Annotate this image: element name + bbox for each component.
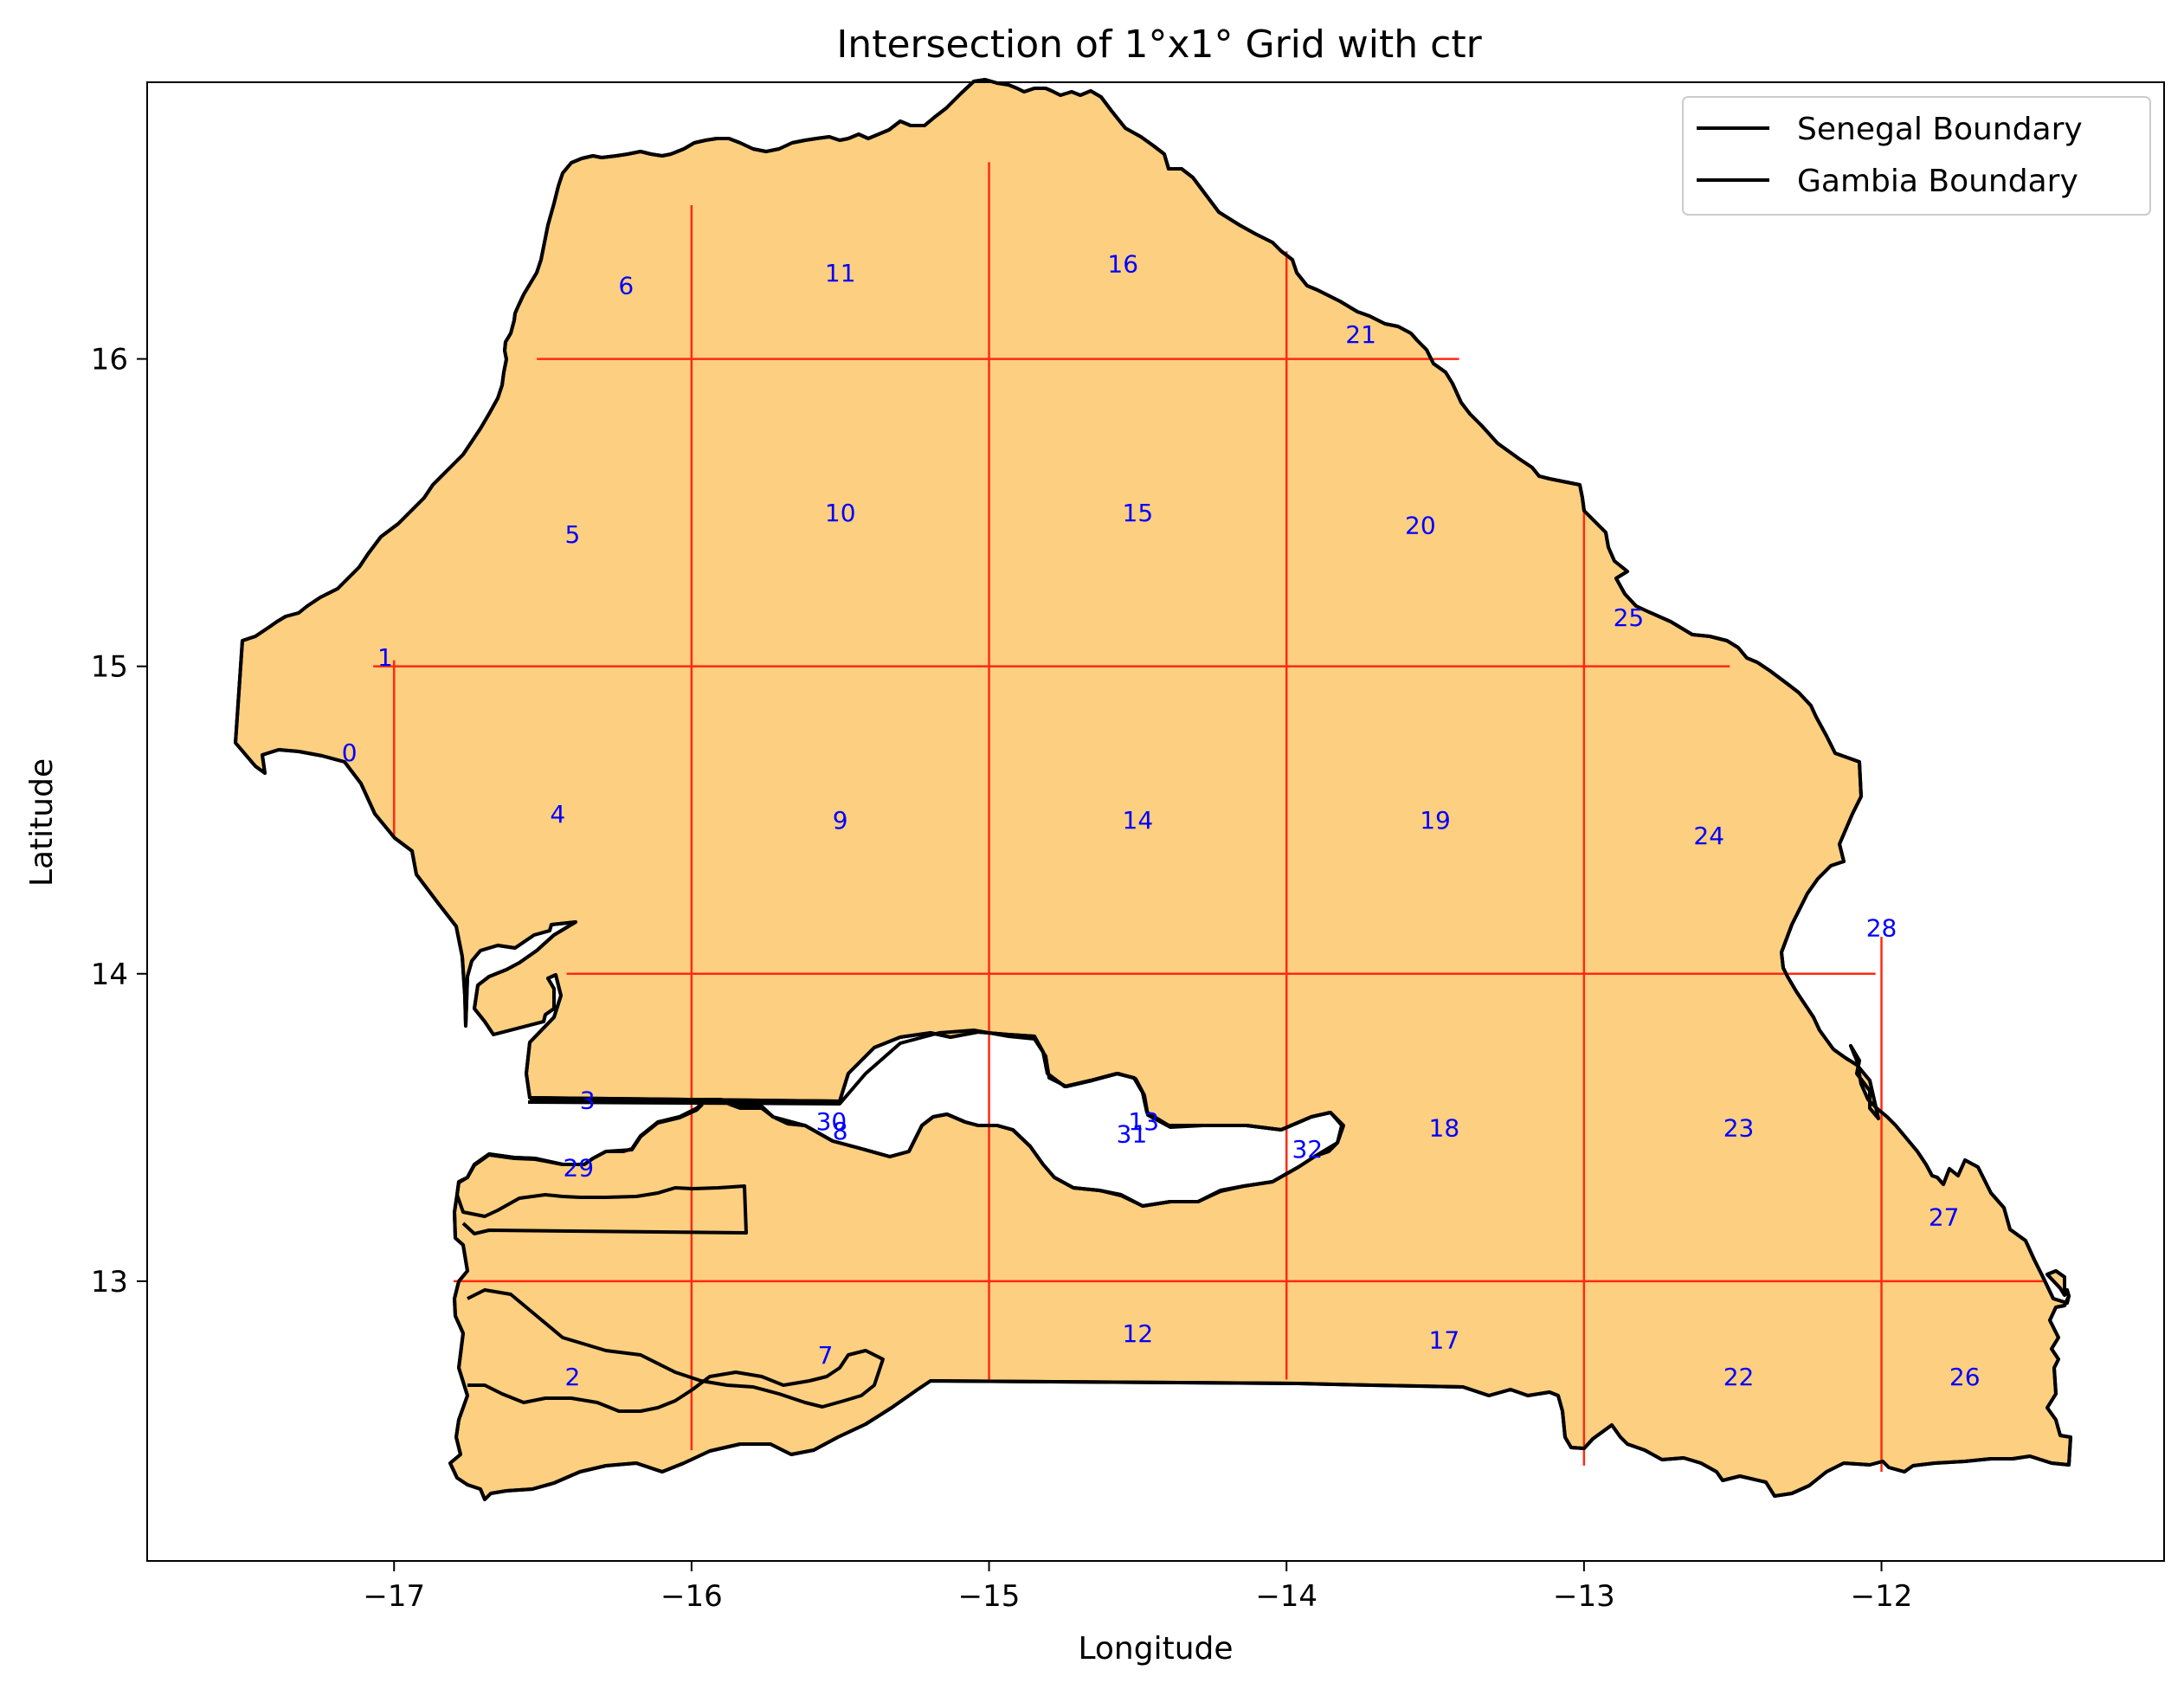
cell-label-25: 25 bbox=[1614, 603, 1645, 632]
senegal-boundary bbox=[235, 80, 2071, 1499]
legend: Senegal Boundary Gambia Boundary bbox=[1683, 97, 2150, 215]
cell-label-7: 7 bbox=[818, 1341, 834, 1370]
cell-label-17: 17 bbox=[1429, 1325, 1460, 1354]
cell-label-4: 4 bbox=[550, 800, 565, 829]
cell-label-10: 10 bbox=[825, 499, 856, 527]
cell-label-26: 26 bbox=[1949, 1363, 1981, 1391]
x-tick-label: −16 bbox=[660, 1579, 723, 1614]
cell-label-15: 15 bbox=[1123, 499, 1154, 527]
cell-label-3: 3 bbox=[580, 1086, 596, 1114]
cell-label-16: 16 bbox=[1107, 250, 1138, 279]
cell-label-14: 14 bbox=[1123, 806, 1154, 835]
cell-label-21: 21 bbox=[1345, 320, 1376, 349]
x-axis: −17 −16 −15 −14 −13 −12 bbox=[363, 1561, 1912, 1614]
cell-label-2: 2 bbox=[565, 1363, 581, 1391]
cell-label-22: 22 bbox=[1723, 1363, 1755, 1391]
cell-label-11: 11 bbox=[825, 259, 856, 287]
cell-label-0: 0 bbox=[342, 738, 358, 767]
cell-label-5: 5 bbox=[565, 520, 581, 549]
plot-area: 0123456789101112131415161718192021222324… bbox=[235, 80, 2071, 1515]
cell-label-31: 31 bbox=[1117, 1119, 1148, 1148]
x-tick-label: −13 bbox=[1553, 1579, 1615, 1614]
cell-label-23: 23 bbox=[1723, 1113, 1755, 1142]
cell-label-18: 18 bbox=[1429, 1113, 1460, 1142]
x-axis-title: Longitude bbox=[1078, 1631, 1233, 1667]
cell-label-30: 30 bbox=[816, 1107, 847, 1136]
y-axis-title: Latitude bbox=[24, 758, 60, 887]
x-tick-label: −15 bbox=[958, 1579, 1021, 1614]
cell-label-1: 1 bbox=[377, 643, 393, 672]
cell-label-32: 32 bbox=[1292, 1135, 1323, 1164]
chart-title: Intersection of 1°x1° Grid with ctr bbox=[836, 23, 1482, 67]
x-tick-label: −17 bbox=[363, 1579, 425, 1614]
cell-label-28: 28 bbox=[1866, 914, 1897, 943]
legend-label-senegal: Senegal Boundary bbox=[1797, 112, 2083, 147]
cell-label-20: 20 bbox=[1405, 511, 1436, 539]
cell-label-27: 27 bbox=[1929, 1203, 1960, 1231]
x-tick-label: −12 bbox=[1851, 1579, 1913, 1614]
y-axis: 13 14 15 16 bbox=[91, 343, 147, 1299]
y-tick-label: 15 bbox=[91, 650, 128, 685]
cell-label-6: 6 bbox=[618, 271, 634, 300]
cell-label-12: 12 bbox=[1123, 1319, 1154, 1348]
cell-label-29: 29 bbox=[563, 1153, 594, 1182]
y-tick-label: 14 bbox=[91, 958, 128, 992]
x-tick-label: −14 bbox=[1255, 1579, 1317, 1614]
y-tick-label: 13 bbox=[91, 1265, 128, 1299]
cell-label-24: 24 bbox=[1693, 822, 1724, 850]
cell-label-9: 9 bbox=[833, 806, 848, 835]
cell-label-19: 19 bbox=[1420, 806, 1451, 835]
legend-label-gambia: Gambia Boundary bbox=[1797, 164, 2078, 199]
y-tick-label: 16 bbox=[91, 343, 128, 377]
